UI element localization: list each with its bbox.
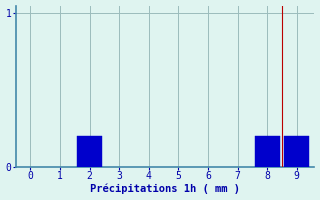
Bar — [77, 136, 102, 167]
Bar — [254, 136, 280, 167]
Bar — [284, 136, 309, 167]
X-axis label: Précipitations 1h ( mm ): Précipitations 1h ( mm ) — [90, 184, 240, 194]
